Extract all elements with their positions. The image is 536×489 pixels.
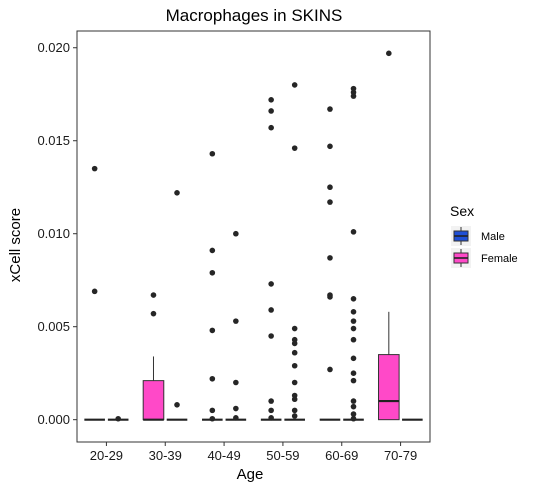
- outlier-point: [350, 318, 357, 324]
- outlier-point: [209, 415, 216, 422]
- panel-border: [76, 30, 431, 443]
- outlier-point: [291, 325, 298, 332]
- box-body: [378, 354, 400, 421]
- outlier-point: [268, 307, 274, 313]
- outlier-point: [291, 340, 298, 347]
- outlier-point: [233, 379, 239, 386]
- outlier-point: [91, 288, 98, 295]
- legend-item-male: Male: [451, 226, 505, 246]
- outlier-point: [233, 230, 239, 237]
- outlier-point: [209, 247, 216, 254]
- outlier-point: [209, 269, 216, 276]
- outlier-point: [91, 165, 98, 172]
- outlier-point: [268, 108, 274, 114]
- outlier-point: [350, 309, 357, 315]
- outlier-point: [209, 150, 216, 157]
- outlier-point: [291, 407, 298, 414]
- y-axis-title: xCell score: [7, 208, 24, 282]
- y-tick-label: 0.010: [37, 226, 70, 241]
- outlier-point: [150, 292, 157, 298]
- outlier-point: [268, 398, 274, 404]
- outlier-point: [115, 415, 121, 422]
- outlier-point: [350, 370, 357, 376]
- box-female-30-39: [166, 189, 188, 421]
- outlier-point: [327, 143, 333, 150]
- outlier-point: [350, 229, 357, 235]
- outlier-point: [209, 375, 216, 382]
- box-male-70-79: [378, 50, 400, 421]
- x-tick-label: 20-29: [90, 448, 123, 463]
- outlier-point: [268, 281, 274, 287]
- outlier-point: [291, 82, 298, 88]
- legend-label: Female: [481, 253, 518, 265]
- outlier-point: [209, 327, 216, 334]
- box-female-60-69: [343, 85, 364, 422]
- box-male-20-29: [84, 165, 105, 421]
- outlier-point: [327, 199, 333, 205]
- outlier-point: [174, 189, 180, 196]
- outlier-point: [327, 106, 333, 112]
- x-tick-label: 60-69: [325, 448, 358, 463]
- outlier-point: [386, 50, 392, 57]
- outlier-point: [174, 402, 180, 408]
- chart-title: Macrophages in SKINS: [166, 6, 343, 25]
- x-tick-label: 40-49: [207, 448, 240, 463]
- legend: Sex Male Female: [450, 203, 518, 268]
- outlier-point: [291, 379, 298, 386]
- outlier-point: [327, 255, 333, 261]
- outlier-point: [350, 415, 357, 422]
- outlier-point: [350, 403, 357, 410]
- outlier-point: [350, 411, 357, 417]
- legend-title: Sex: [450, 203, 474, 219]
- outlier-point: [350, 398, 357, 404]
- outlier-point: [350, 296, 357, 302]
- outlier-point: [327, 184, 333, 191]
- y-tick-label: 0.000: [37, 412, 70, 427]
- x-tick-label: 30-39: [149, 448, 182, 463]
- outlier-point: [268, 124, 274, 131]
- outlier-point: [233, 405, 239, 412]
- outlier-point: [233, 318, 239, 324]
- box-male-50-59: [260, 97, 282, 421]
- outlier-point: [327, 294, 333, 300]
- y-axis: 0.000 0.005 0.010 0.015 0.020: [37, 40, 77, 427]
- outlier-point: [291, 362, 298, 369]
- box-female-50-59: [284, 82, 305, 421]
- y-tick-label: 0.005: [37, 319, 70, 334]
- outlier-point: [268, 97, 274, 103]
- outlier-point: [268, 333, 274, 339]
- outlier-point: [291, 145, 298, 151]
- x-axis: 20-29 30-39 40-49 50-59 60-69 70-79: [90, 442, 417, 463]
- box-male-40-49: [202, 150, 223, 422]
- x-tick-label: 70-79: [384, 448, 417, 463]
- outlier-point: [291, 413, 298, 419]
- box-male-60-69: [319, 106, 341, 421]
- outlier-point: [291, 396, 298, 403]
- outlier-point: [327, 366, 333, 373]
- x-tick-label: 50-59: [266, 448, 299, 463]
- outlier-point: [268, 407, 274, 414]
- plot-area: [76, 30, 431, 443]
- outlier-point: [268, 415, 274, 421]
- box-body: [142, 380, 165, 421]
- legend-label: Male: [481, 231, 505, 243]
- outlier-point: [350, 355, 357, 362]
- box-female-20-29: [107, 415, 129, 422]
- outlier-point: [209, 407, 216, 414]
- outlier-point: [291, 349, 298, 356]
- outlier-point: [350, 93, 357, 99]
- box-male-30-39: [142, 292, 165, 421]
- box-female-40-49: [225, 230, 247, 421]
- legend-item-female: Female: [451, 248, 518, 268]
- outlier-point: [350, 325, 357, 332]
- y-tick-label: 0.015: [37, 133, 70, 148]
- outlier-point: [350, 336, 357, 343]
- outlier-point: [350, 377, 357, 384]
- outlier-point: [233, 415, 239, 421]
- x-axis-title: Age: [237, 466, 264, 483]
- outlier-point: [150, 310, 157, 317]
- y-tick-label: 0.020: [37, 40, 70, 55]
